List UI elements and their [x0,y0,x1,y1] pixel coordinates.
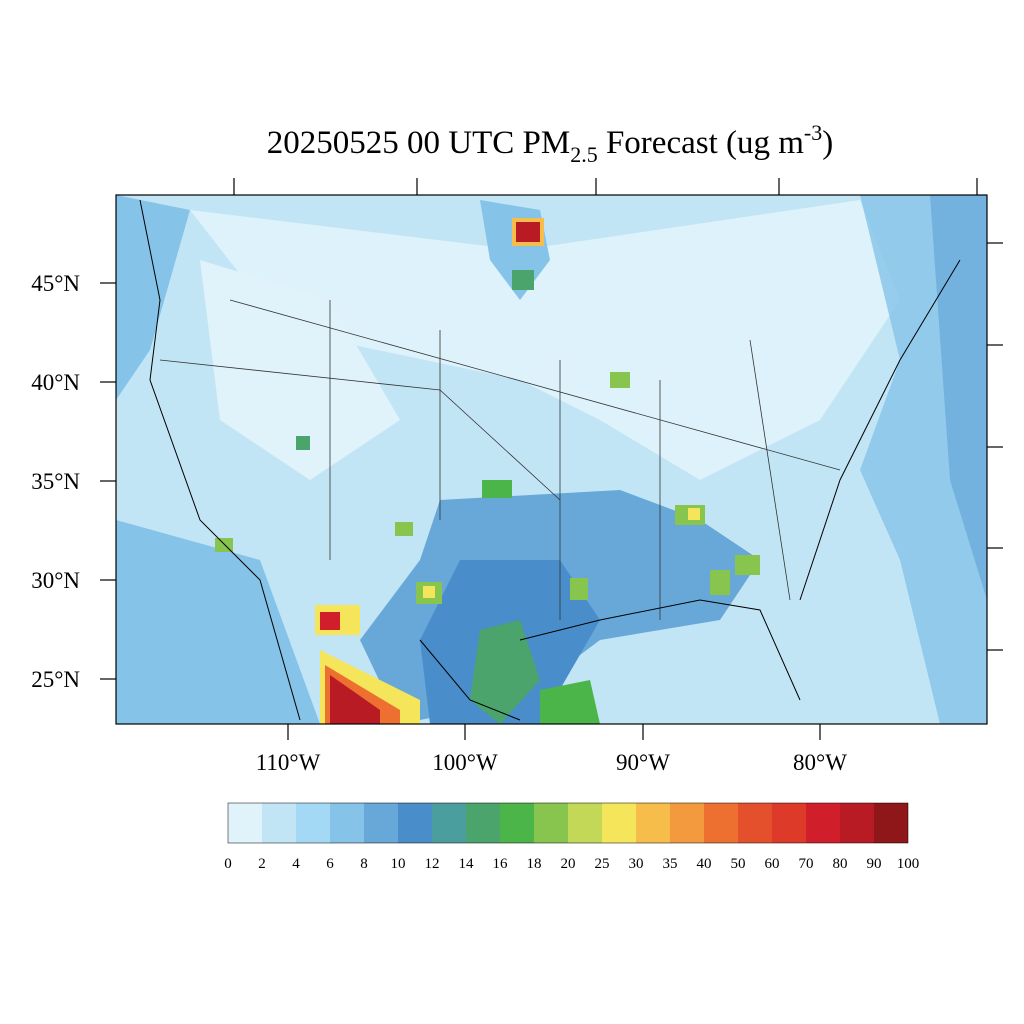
colorbar-label: 70 [799,856,814,872]
colorbar-box [364,803,398,843]
colorbar-label: 25 [595,856,610,872]
map-frame [115,194,988,725]
colorbar-box [296,803,330,843]
colorbar-label: 6 [326,856,334,872]
colorbar-label: 40 [697,856,712,872]
colorbar-frame [227,802,909,844]
colorbar-label: 50 [731,856,746,872]
colorbar-label: 0 [224,856,232,872]
longitude-label: 110°W [256,750,321,775]
map-field [116,195,987,724]
colorbar-box [228,803,262,843]
colorbar-box [534,803,568,843]
latitude-label: 25°N [31,667,80,692]
colorbar-box [738,803,772,843]
colorbar-label: 100 [897,856,920,872]
colorbar-label: 10 [391,856,406,872]
title-subscript: 2.5 [570,142,598,167]
colorbar: 0 2 4 6 8 10 12 14 16 18 20 25 30 35 40 50 60 70 80 90 100 [224,802,920,872]
colorbar-box [466,803,500,843]
colorbar-box [636,803,670,843]
colorbar-label: 60 [765,856,780,872]
ticks [100,178,1003,740]
colorbar-label: 35 [663,856,678,872]
colorbar-label: 18 [527,856,542,872]
colorbar-label: 90 [867,856,882,872]
colorbar-box [568,803,602,843]
colorbar-label: 80 [833,856,848,872]
colorbar-label: 8 [360,856,368,872]
longitude-label: 80°W [793,750,847,775]
colorbar-label: 12 [425,856,440,872]
axis-labels: 45°N 40°N 35°N 30°N 25°N 110°W 100°W 90°W 80°W [31,271,847,775]
title-middle: Forecast (ug m [598,125,805,161]
colorbar-box [704,803,738,843]
longitude-label: 90°W [616,750,670,775]
title-superscript: -3 [804,120,822,145]
title: 20250525 00 UTC PM2.5 Forecast (ug m-3) [267,120,833,167]
colorbar-box [262,803,296,843]
colorbar-box [500,803,534,843]
title-end: ) [822,125,833,161]
colorbar-label: 30 [629,856,644,872]
colorbar-label: 20 [561,856,576,872]
colorbar-label: 16 [493,856,509,872]
colorbar-box [670,803,704,843]
title-main: 20250525 00 UTC PM [267,125,570,161]
latitude-label: 30°N [31,568,80,593]
colorbar-label: 2 [258,856,266,872]
colorbar-box [874,803,908,843]
colorbar-box [772,803,806,843]
longitude-label: 100°W [432,750,498,775]
latitude-label: 40°N [31,370,80,395]
colorbar-label: 14 [459,856,475,872]
colorbar-box [806,803,840,843]
colorbar-box [330,803,364,843]
colorbar-box [602,803,636,843]
latitude-label: 35°N [31,469,80,494]
latitude-label: 45°N [31,271,80,296]
colorbar-box [432,803,466,843]
colorbar-box [398,803,432,843]
colorbar-label: 4 [292,856,300,872]
colorbar-box [840,803,874,843]
